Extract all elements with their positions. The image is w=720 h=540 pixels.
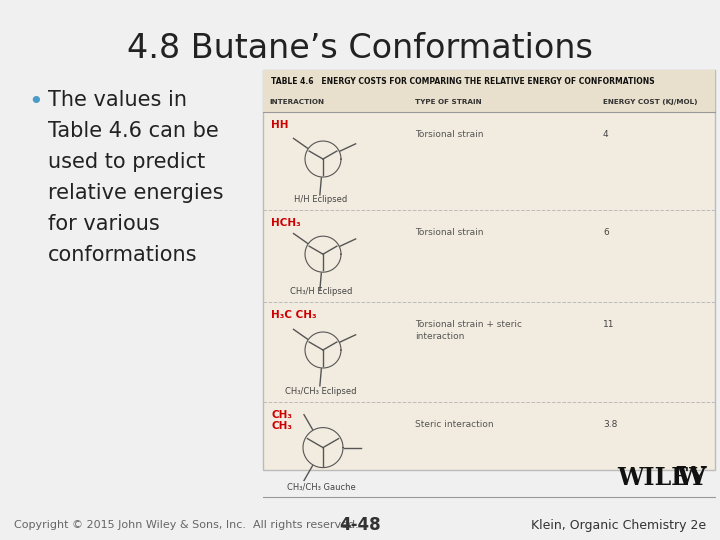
Text: WILEY: WILEY	[617, 466, 706, 490]
Text: Copyright © 2015 John Wiley & Sons, Inc.  All rights reserved.: Copyright © 2015 John Wiley & Sons, Inc.…	[14, 520, 359, 530]
Text: Klein, Organic Chemistry 2e: Klein, Organic Chemistry 2e	[531, 518, 706, 531]
Text: Torsional strain: Torsional strain	[415, 130, 484, 139]
Text: 6: 6	[603, 228, 608, 237]
Text: Steric interaction: Steric interaction	[415, 420, 494, 429]
Text: 4: 4	[603, 130, 608, 139]
Text: conformations: conformations	[48, 245, 197, 265]
Bar	[263, 92, 715, 112]
Text: The values in: The values in	[48, 90, 187, 110]
Text: 11: 11	[603, 320, 614, 329]
Text: ENERGY COST (KJ/MOL): ENERGY COST (KJ/MOL)	[603, 99, 698, 105]
Text: 4-48: 4-48	[339, 516, 381, 534]
Text: H/H Eclipsed: H/H Eclipsed	[294, 195, 348, 204]
Text: 4.8 Butane’s Conformations: 4.8 Butane’s Conformations	[127, 32, 593, 65]
Text: CH₃: CH₃	[271, 410, 292, 420]
Text: Torsional strain + steric
interaction: Torsional strain + steric interaction	[415, 320, 522, 341]
Text: CH₃/CH₃ Gauche: CH₃/CH₃ Gauche	[287, 482, 356, 491]
Text: relative energies: relative energies	[48, 183, 223, 203]
Text: HCH₃: HCH₃	[271, 218, 301, 228]
Text: CH₃: CH₃	[271, 421, 292, 431]
Text: Torsional strain: Torsional strain	[415, 228, 484, 237]
Text: CH₃/CH₃ Eclipsed: CH₃/CH₃ Eclipsed	[285, 387, 356, 396]
Text: H₃C CH₃: H₃C CH₃	[271, 310, 317, 320]
Text: TYPE OF STRAIN: TYPE OF STRAIN	[415, 99, 482, 105]
Text: TABLE 4.6   ENERGY COSTS FOR COMPARING THE RELATIVE ENERGY OF CONFORMATIONS: TABLE 4.6 ENERGY COSTS FOR COMPARING THE…	[271, 77, 654, 85]
Text: Table 4.6 can be: Table 4.6 can be	[48, 121, 219, 141]
Text: used to predict: used to predict	[48, 152, 205, 172]
Text: CH₃/H Eclipsed: CH₃/H Eclipsed	[290, 287, 352, 296]
Bar	[263, 70, 715, 470]
Text: W: W	[676, 465, 706, 490]
Text: HH: HH	[271, 120, 289, 130]
Text: for various: for various	[48, 214, 160, 234]
Bar	[263, 70, 715, 92]
Text: 3.8: 3.8	[603, 420, 617, 429]
Text: •: •	[28, 90, 42, 114]
Text: INTERACTION: INTERACTION	[269, 99, 324, 105]
